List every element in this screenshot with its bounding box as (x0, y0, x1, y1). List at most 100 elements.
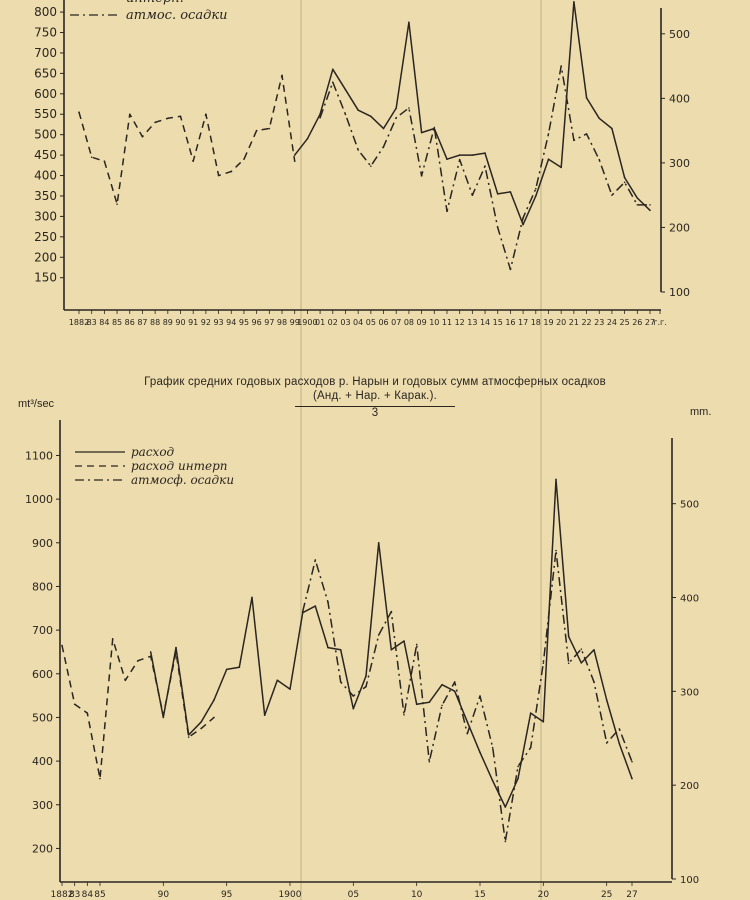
data-point-dashed (179, 115, 182, 118)
y-tick-label-left: 700 (32, 624, 53, 637)
data-point-dashdot (555, 549, 557, 552)
data-point-solid (471, 154, 474, 156)
data-point-dashdot (479, 695, 481, 697)
data-point-solid (293, 154, 296, 156)
data-point-solid (560, 166, 562, 169)
data-point-solid (441, 683, 443, 686)
data-point-dashed (90, 156, 93, 158)
x-tick-label: 87 (137, 318, 147, 327)
data-point-dashdot (331, 81, 334, 84)
data-point-solid (339, 648, 342, 651)
data-point-dashdot (636, 204, 639, 206)
data-point-dashed (154, 121, 156, 124)
x-tick-label: 22 (581, 318, 591, 327)
data-point-dashdot (370, 165, 372, 167)
x-tick-label: 83 (69, 890, 80, 900)
data-point-solid (547, 158, 550, 160)
x-tick-label: 24 (607, 318, 617, 327)
data-point-solid (605, 699, 608, 701)
x-tick-label: 16 (505, 318, 515, 327)
data-point-dashdot (529, 746, 532, 749)
y-tick-label-right: 100 (680, 875, 699, 886)
x-tick-label: 86 (125, 318, 135, 327)
x-tick-label: 90 (158, 890, 170, 900)
data-point-dashed (149, 655, 152, 658)
series-line-solid (294, 1, 651, 226)
data-point-dashdot (618, 728, 621, 730)
data-point-dashed (175, 651, 177, 653)
data-point-solid (555, 478, 557, 481)
data-point-dashdot (535, 187, 537, 190)
x-tick-label: 05 (348, 890, 359, 900)
data-point-solid (636, 197, 639, 199)
data-point-solid (352, 707, 355, 710)
data-point-dashed (86, 712, 89, 714)
data-point-solid (567, 635, 570, 638)
x-tick-label: 1900 (297, 318, 317, 327)
x-tick-label: 84 (82, 890, 94, 900)
y-tick-label-left: 600 (34, 87, 57, 101)
y-tick-label-left: 400 (34, 169, 57, 183)
data-point-solid (225, 668, 228, 671)
data-point-dashed (116, 203, 118, 205)
x-tick-label: 11 (442, 318, 452, 327)
data-point-dashed (200, 727, 203, 730)
x-tick-label: 25 (601, 890, 612, 900)
x-tick-label: 89 (163, 318, 173, 327)
x-tick-label: 15 (474, 890, 485, 900)
series-line-dashed (61, 638, 215, 780)
data-point-solid (649, 209, 651, 212)
data-point-solid (466, 721, 469, 723)
chart-bottom-discharge: 1100 1000 900 800 700 600 500 400 300 200 500 400 30… (25, 420, 699, 900)
data-point-dashed (141, 135, 144, 138)
y-tick-label-left: 200 (34, 250, 57, 264)
x-tick-label: 18 (531, 318, 541, 327)
data-point-dashed (124, 679, 127, 682)
data-point-dashdot (509, 268, 512, 271)
data-point-solid (453, 690, 456, 693)
data-point-solid (390, 648, 393, 651)
x-tick-label: 13 (467, 318, 477, 327)
data-point-solid (415, 703, 418, 706)
data-point-solid (631, 777, 633, 780)
y-tick-label-left: 800 (32, 580, 53, 593)
y-tick-label-left: 700 (34, 46, 57, 60)
data-point-dashdot (420, 175, 423, 177)
x-tick-label: 02 (328, 318, 338, 327)
x-tick-label: 06 (378, 318, 388, 327)
legend-label: интерп. (126, 0, 184, 6)
x-tick-label: 21 (569, 318, 579, 327)
x-tick-label: 23 (594, 318, 604, 327)
chart-title-line3: 3 (295, 406, 455, 419)
data-point-dashdot (560, 65, 562, 67)
y-tick-label-left: 450 (34, 148, 57, 162)
y-tick-label-left: 350 (34, 189, 57, 203)
data-point-dashdot (466, 732, 469, 735)
data-point-solid (509, 191, 512, 193)
data-point-solid (314, 605, 317, 607)
data-point-solid (175, 646, 177, 649)
data-point-dashed (293, 160, 296, 163)
data-point-solid (213, 699, 215, 701)
data-point-solid (491, 779, 494, 782)
y-tick-label-right: 400 (680, 594, 699, 605)
data-point-solid (593, 648, 595, 651)
data-point-solid (238, 666, 241, 669)
data-point-dashed (192, 160, 194, 163)
data-point-dashed (111, 638, 114, 640)
data-point-dashdot (580, 648, 583, 650)
data-point-solid (395, 107, 398, 109)
data-point-dashdot (593, 681, 595, 683)
y-tick-label-left: 500 (32, 711, 53, 724)
data-point-solid (535, 195, 537, 197)
data-point-dashed (213, 716, 215, 719)
x-tick-label: 88 (150, 318, 160, 327)
legend-label: расход (131, 445, 175, 459)
data-point-dashdot (446, 210, 448, 213)
x-tick-label: 20 (556, 318, 566, 327)
data-point-dashdot (365, 685, 367, 688)
x-tick-label: 92 (201, 318, 211, 327)
data-point-dashdot (458, 158, 461, 161)
series-line-dashdot (301, 549, 633, 843)
data-point-dashdot (496, 226, 499, 229)
